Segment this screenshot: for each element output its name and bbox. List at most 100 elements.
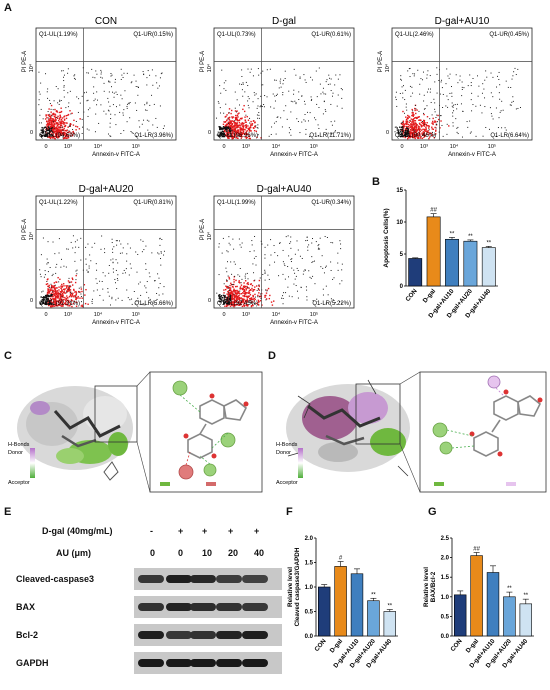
flow-x-tick: 10⁴ bbox=[450, 143, 459, 150]
bar bbox=[317, 586, 331, 637]
quadrant-ur-label: Q1-UR(0.61%) bbox=[311, 32, 351, 38]
flow-x-tick: 10⁴ bbox=[272, 311, 281, 318]
oxygen-atoms-c bbox=[183, 393, 249, 459]
flow-x-axis-label: Annexin-v FITC-A bbox=[92, 152, 140, 158]
flow-x-tick: 0 bbox=[222, 144, 225, 150]
flow-x-tick: 0 bbox=[44, 312, 47, 318]
au-value: 0 bbox=[178, 548, 184, 558]
significance-mark: ** bbox=[468, 234, 473, 240]
bar bbox=[408, 258, 423, 287]
hbonds-legend-title-c: H-Bonds bbox=[8, 442, 30, 448]
panel-letter-f: F bbox=[286, 506, 293, 518]
y-tick-label: 10 bbox=[396, 220, 403, 226]
significance-mark: ** bbox=[387, 604, 392, 610]
docking-panel-c: H-Bonds Donor Acceptor bbox=[8, 371, 263, 493]
flow-x-axis-label: Annexin-v FITC-A bbox=[448, 152, 496, 158]
flow-x-tick: 0 bbox=[222, 312, 225, 318]
category-label: D-gal bbox=[465, 638, 481, 655]
flow-plot-title: D-gal+AU20 bbox=[79, 184, 134, 195]
flow-x-tick: 10³ bbox=[64, 312, 72, 318]
dgal-value: + bbox=[254, 526, 260, 536]
quadrant-ul-label: Q1-UL(1.19%) bbox=[39, 32, 78, 38]
significance-mark: ## bbox=[430, 208, 437, 214]
au-row-label: AU (μm) bbox=[56, 548, 92, 558]
bar bbox=[463, 240, 478, 287]
blot-band-label: BAX bbox=[16, 602, 36, 612]
quadrant-ur-label: Q1-UR(0.34%) bbox=[311, 200, 351, 206]
quadrant-lr-label: Q1-LR(11.71%) bbox=[309, 133, 351, 139]
flow-x-tick: 10⁵ bbox=[132, 143, 140, 150]
y-tick-label: 0 bbox=[400, 284, 404, 290]
significance-mark: ** bbox=[486, 240, 491, 246]
docking-panel-d: H-Bonds Donor Acceptor bbox=[276, 371, 547, 493]
flow-y-axis-label: PI PE-A bbox=[22, 219, 28, 240]
flow-x-tick: 10⁵ bbox=[310, 311, 318, 318]
bar bbox=[426, 216, 441, 287]
blot-band bbox=[242, 659, 268, 667]
au-value: 40 bbox=[254, 548, 265, 558]
blot-band bbox=[242, 631, 268, 639]
y-tick-label: 0.5 bbox=[305, 610, 314, 616]
y-axis-label-line2: BAX/Bcl-2 bbox=[430, 571, 437, 602]
panel-letter-a: A bbox=[4, 2, 12, 14]
flow-y-tick: 10⁴ bbox=[206, 231, 213, 240]
flow-plot-title: D-gal+AU40 bbox=[257, 184, 312, 195]
flow-x-tick: 10⁴ bbox=[94, 143, 103, 150]
flow-x-tick: 0 bbox=[400, 144, 403, 150]
flow-y-tick: 0 bbox=[386, 130, 389, 136]
blot-band bbox=[166, 659, 192, 667]
flow-y-axis-label: PI PE-A bbox=[378, 51, 384, 72]
blot-band bbox=[190, 659, 216, 667]
quadrant-ur-label: Q1-UR(0.81%) bbox=[133, 200, 173, 206]
y-axis-label-line1: Relative level bbox=[423, 567, 430, 607]
flow-scatter bbox=[38, 67, 165, 140]
flow-x-tick: 10⁵ bbox=[310, 143, 318, 150]
quadrant-lr-label: Q1-LR(3.96%) bbox=[134, 133, 173, 139]
y-tick-label: 2.5 bbox=[441, 536, 450, 542]
flow-y-axis-label: PI PE-A bbox=[200, 51, 206, 72]
blot-band bbox=[216, 659, 242, 667]
flow-x-tick: 10³ bbox=[242, 312, 250, 318]
y-tick-label: 1.0 bbox=[305, 585, 314, 591]
au-value: 20 bbox=[228, 548, 239, 558]
apoptosis-bar-chart: 051015CON##D-gal**D-gal+AU10**D-gal+AU20… bbox=[383, 188, 498, 320]
bar bbox=[503, 596, 516, 637]
dgal-value: + bbox=[228, 526, 234, 536]
quadrant-ur-label: Q1-UR(0.15%) bbox=[133, 32, 173, 38]
bar bbox=[383, 611, 397, 637]
significance-mark: ## bbox=[473, 547, 480, 553]
bar bbox=[334, 566, 347, 637]
blot-band bbox=[190, 631, 216, 639]
flow-scatter bbox=[216, 67, 343, 140]
hbonds-acceptor-label-c: Acceptor bbox=[8, 480, 30, 486]
category-label: D-gal bbox=[329, 638, 345, 655]
quadrant-ll-label: Q1-LL(94.69%) bbox=[39, 133, 80, 139]
hbonds-acceptor-label-d: Acceptor bbox=[276, 480, 298, 486]
y-tick-label: 1.5 bbox=[441, 575, 450, 581]
quadrant-ll-label: Q1-LL(92.31%) bbox=[39, 301, 80, 307]
flow-y-tick: 10⁴ bbox=[28, 63, 35, 72]
quadrant-ll-label: Q1-LL(86.96%) bbox=[217, 133, 258, 139]
y-tick-label: 0.0 bbox=[441, 634, 450, 640]
au-value: 0 bbox=[150, 548, 156, 558]
blot-band bbox=[166, 603, 192, 611]
blot-band bbox=[216, 603, 242, 611]
bar bbox=[519, 603, 533, 637]
y-axis-label-line2: Cleaved caspase3/GAPDH bbox=[294, 547, 301, 626]
flow-y-tick: 10⁴ bbox=[206, 63, 213, 72]
blot-band bbox=[242, 575, 268, 583]
bar bbox=[350, 573, 364, 637]
ligand-2d-c bbox=[187, 399, 248, 459]
blot-band-label: GAPDH bbox=[16, 658, 49, 668]
flow-plot: CON Q1-UL(1.19%) Q1-UR(0.15%) Q1-LL(94.69%)… bbox=[22, 16, 177, 158]
blot-band bbox=[216, 575, 242, 583]
flow-scatter bbox=[216, 235, 343, 308]
blot-band bbox=[166, 631, 192, 639]
flow-plot: D-gal Q1-UL(0.73%) Q1-UR(0.61%) Q1-LL(86.96… bbox=[200, 16, 355, 158]
y-axis-label-line1: Relative level bbox=[287, 567, 294, 607]
bar bbox=[367, 600, 380, 637]
blot-band bbox=[138, 631, 164, 639]
panel-letter-e: E bbox=[4, 506, 12, 518]
